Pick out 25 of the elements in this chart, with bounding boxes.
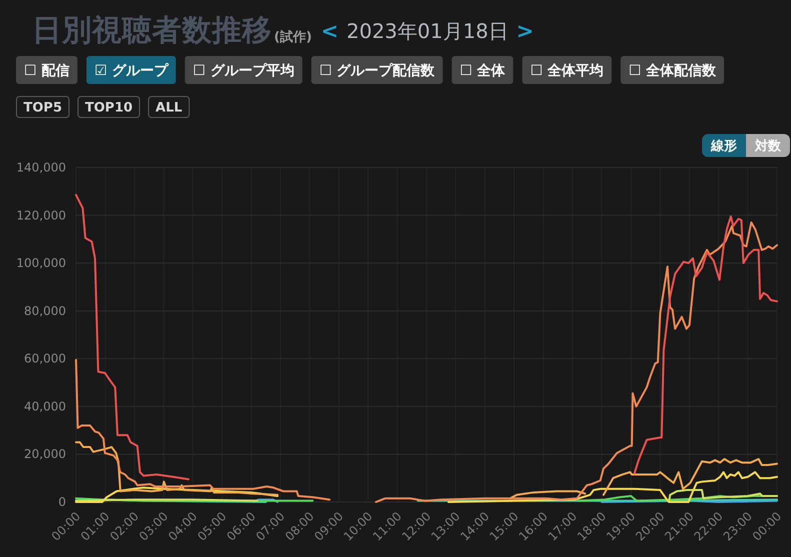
button: ☐ 配信 — [16, 56, 78, 84]
button: ALL — [148, 96, 190, 118]
button: TOP5 — [16, 96, 70, 118]
button: ☐ グループ配信数 — [311, 56, 443, 84]
button: 線形 — [702, 134, 746, 157]
text: > — [516, 19, 534, 43]
y-tick-label: 80,000 — [24, 304, 66, 318]
button: TOP10 — [78, 96, 140, 118]
y-tick-label: 120,000 — [16, 208, 66, 222]
text: < — [320, 19, 338, 43]
button: 対数 — [746, 134, 790, 157]
button: ☐ 全体平均 — [522, 56, 612, 84]
button: ☐ グループ平均 — [184, 56, 302, 84]
button: ☐ 全体配信数 — [620, 56, 724, 84]
y-tick-label: 100,000 — [16, 256, 66, 270]
button: ☐ 全体 — [452, 56, 514, 84]
y-tick-label: 140,000 — [16, 160, 66, 174]
chart-subtitle: (試作) — [274, 29, 312, 45]
y-tick-label: 0 — [58, 495, 66, 509]
button: ☑ グループ — [86, 56, 176, 84]
text: 2023年01月18日 — [346, 19, 508, 43]
y-tick-label: 40,000 — [24, 399, 66, 414]
y-tick-label: 20,000 — [24, 447, 66, 462]
chart-title: 日別視聴者数推移 — [32, 13, 272, 47]
y-tick-label: 60,000 — [24, 352, 66, 366]
